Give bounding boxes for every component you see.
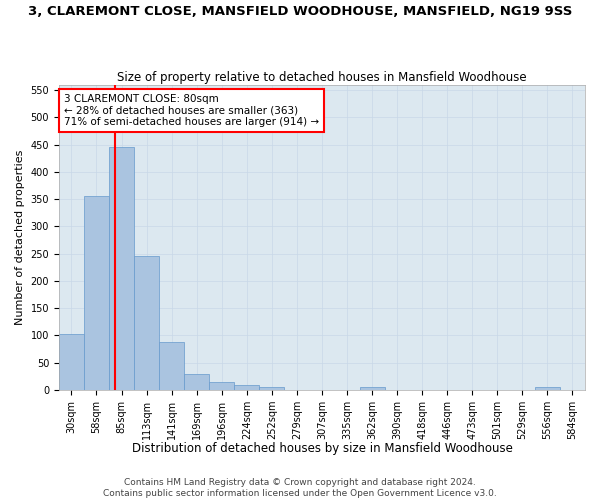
Bar xyxy=(209,382,234,390)
Bar xyxy=(84,196,109,390)
Bar xyxy=(234,384,259,390)
Title: Size of property relative to detached houses in Mansfield Woodhouse: Size of property relative to detached ho… xyxy=(117,70,527,84)
Bar xyxy=(535,388,560,390)
Bar xyxy=(359,388,385,390)
Y-axis label: Number of detached properties: Number of detached properties xyxy=(15,150,25,325)
Bar xyxy=(184,374,209,390)
Bar xyxy=(159,342,184,390)
Text: 3, CLAREMONT CLOSE, MANSFIELD WOODHOUSE, MANSFIELD, NG19 9SS: 3, CLAREMONT CLOSE, MANSFIELD WOODHOUSE,… xyxy=(28,5,572,18)
Bar xyxy=(134,256,159,390)
Bar xyxy=(259,386,284,390)
Bar xyxy=(109,148,134,390)
X-axis label: Distribution of detached houses by size in Mansfield Woodhouse: Distribution of detached houses by size … xyxy=(131,442,512,455)
Bar xyxy=(59,334,84,390)
Text: 3 CLAREMONT CLOSE: 80sqm
← 28% of detached houses are smaller (363)
71% of semi-: 3 CLAREMONT CLOSE: 80sqm ← 28% of detach… xyxy=(64,94,319,127)
Text: Contains HM Land Registry data © Crown copyright and database right 2024.
Contai: Contains HM Land Registry data © Crown c… xyxy=(103,478,497,498)
